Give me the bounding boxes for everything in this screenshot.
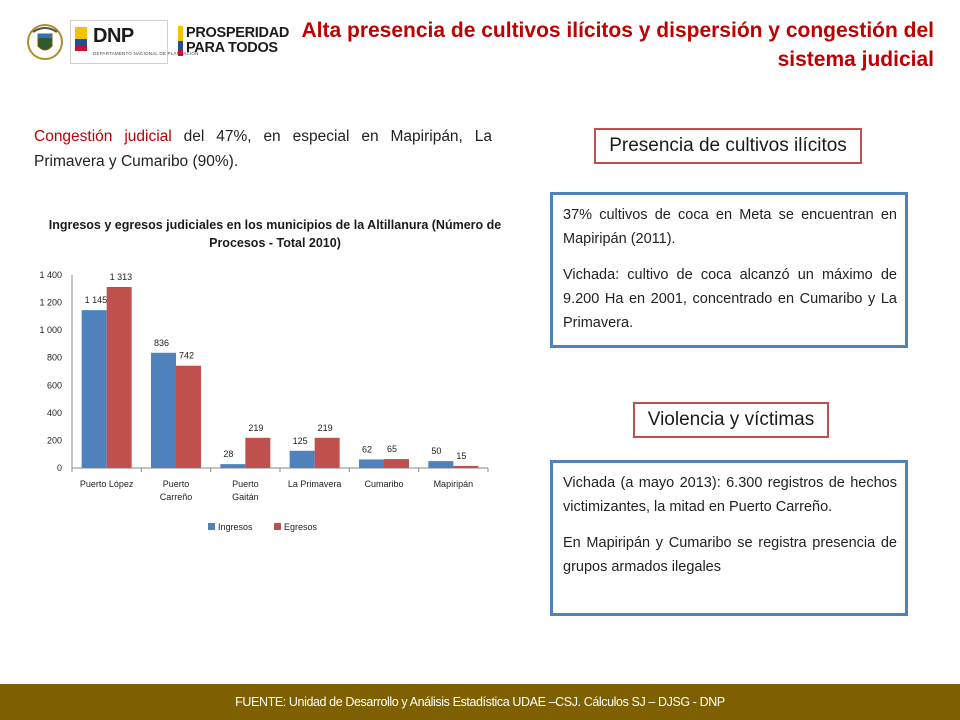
colombia-stripes-icon [178,26,183,56]
source-footer: FUENTE: Unidad de Desarrollo y Análisis … [0,684,960,720]
data-label: 1 313 [110,272,133,282]
data-label: 65 [387,444,397,454]
y-tick-label: 200 [47,435,62,445]
intro-text: Congestión judicial del 47%, en especial… [34,124,492,174]
prosperidad-logo-text: PROSPERIDAD PARA TODOS [186,25,290,56]
violencia-paragraph: En Mapiripán y Cumaribo se registra pres… [563,535,897,575]
data-label: 125 [293,436,308,446]
x-tick-label: Carreño [160,492,193,502]
legend-label: Egresos [284,522,318,532]
y-tick-label: 1 400 [39,270,62,280]
page-title: Alta presencia de cultivos ilícitos y di… [301,19,934,71]
legend-label: Ingresos [218,522,253,532]
x-tick-label: Puerto [232,479,259,489]
cultivos-label: Presencia de cultivos ilícitos [594,128,862,164]
bar-ingresos [151,352,176,468]
violencia-paragraph: Vichada (a mayo 2013): 6.300 registros d… [563,475,897,515]
x-tick-label: La Primavera [288,479,342,489]
bar-egresos [314,437,340,468]
cultivos-paragraph: Vichada: cultivo de coca alcanzó un máxi… [563,267,897,331]
data-label: 1 145 [85,295,108,305]
y-tick-label: 0 [57,463,62,473]
bar-ingresos [220,464,246,468]
intro-highlight: Congestión judicial [34,128,172,145]
bar-ingresos [81,310,107,468]
colombia-crest-logo [26,22,64,62]
y-tick-label: 1 200 [39,298,62,308]
bar-ingresos [428,461,454,468]
data-label: 219 [248,423,263,433]
dnp-logo-text: DNP [93,25,134,47]
cultivos-info-box: 37% cultivos de coca en Meta se encuentr… [550,192,908,348]
bar-egresos [384,459,409,468]
bar-ingresos [359,459,384,468]
x-tick-label: Puerto [163,479,190,489]
data-label: 62 [362,444,372,454]
data-label: 742 [179,351,194,361]
y-tick-label: 400 [47,408,62,418]
data-label: 50 [431,446,441,456]
data-label: 836 [154,338,169,348]
y-tick-label: 600 [47,380,62,390]
cultivos-paragraph: 37% cultivos de coca en Meta se encuentr… [563,207,897,247]
violencia-label: Violencia y víctimas [633,402,829,438]
x-tick-label: Gaitán [232,492,259,502]
bar-egresos [453,465,479,468]
violencia-info-box: Vichada (a mayo 2013): 6.300 registros d… [550,460,908,616]
intro-rest: del 47%, en especial en Mapiripán, La Pr… [34,128,493,170]
prosperidad-logo: PROSPERIDAD PARA TODOS [178,24,294,58]
bar-egresos [106,286,132,468]
x-tick-label: Puerto López [80,479,134,489]
bar-egresos [245,437,271,468]
chart-title: Ingresos y egresos judiciales en los mun… [48,218,502,250]
colombia-flag-icon [75,27,87,51]
bar-ingresos [289,450,315,468]
legend-swatch [208,523,215,530]
dnp-logo-subtitle: DEPARTAMENTO NACIONAL DE PLANEACIÓN [93,51,199,56]
bar-egresos [176,365,201,468]
y-tick-label: 1 000 [39,325,62,335]
data-label: 219 [318,423,333,433]
dnp-logo: DNP DEPARTAMENTO NACIONAL DE PLANEACIÓN [70,20,198,64]
y-tick-label: 800 [47,353,62,363]
x-tick-label: Cumaribo [364,479,403,489]
data-label: 15 [456,451,466,461]
legend-swatch [274,523,281,530]
x-tick-label: Mapiripán [434,479,474,489]
data-label: 28 [223,449,233,459]
